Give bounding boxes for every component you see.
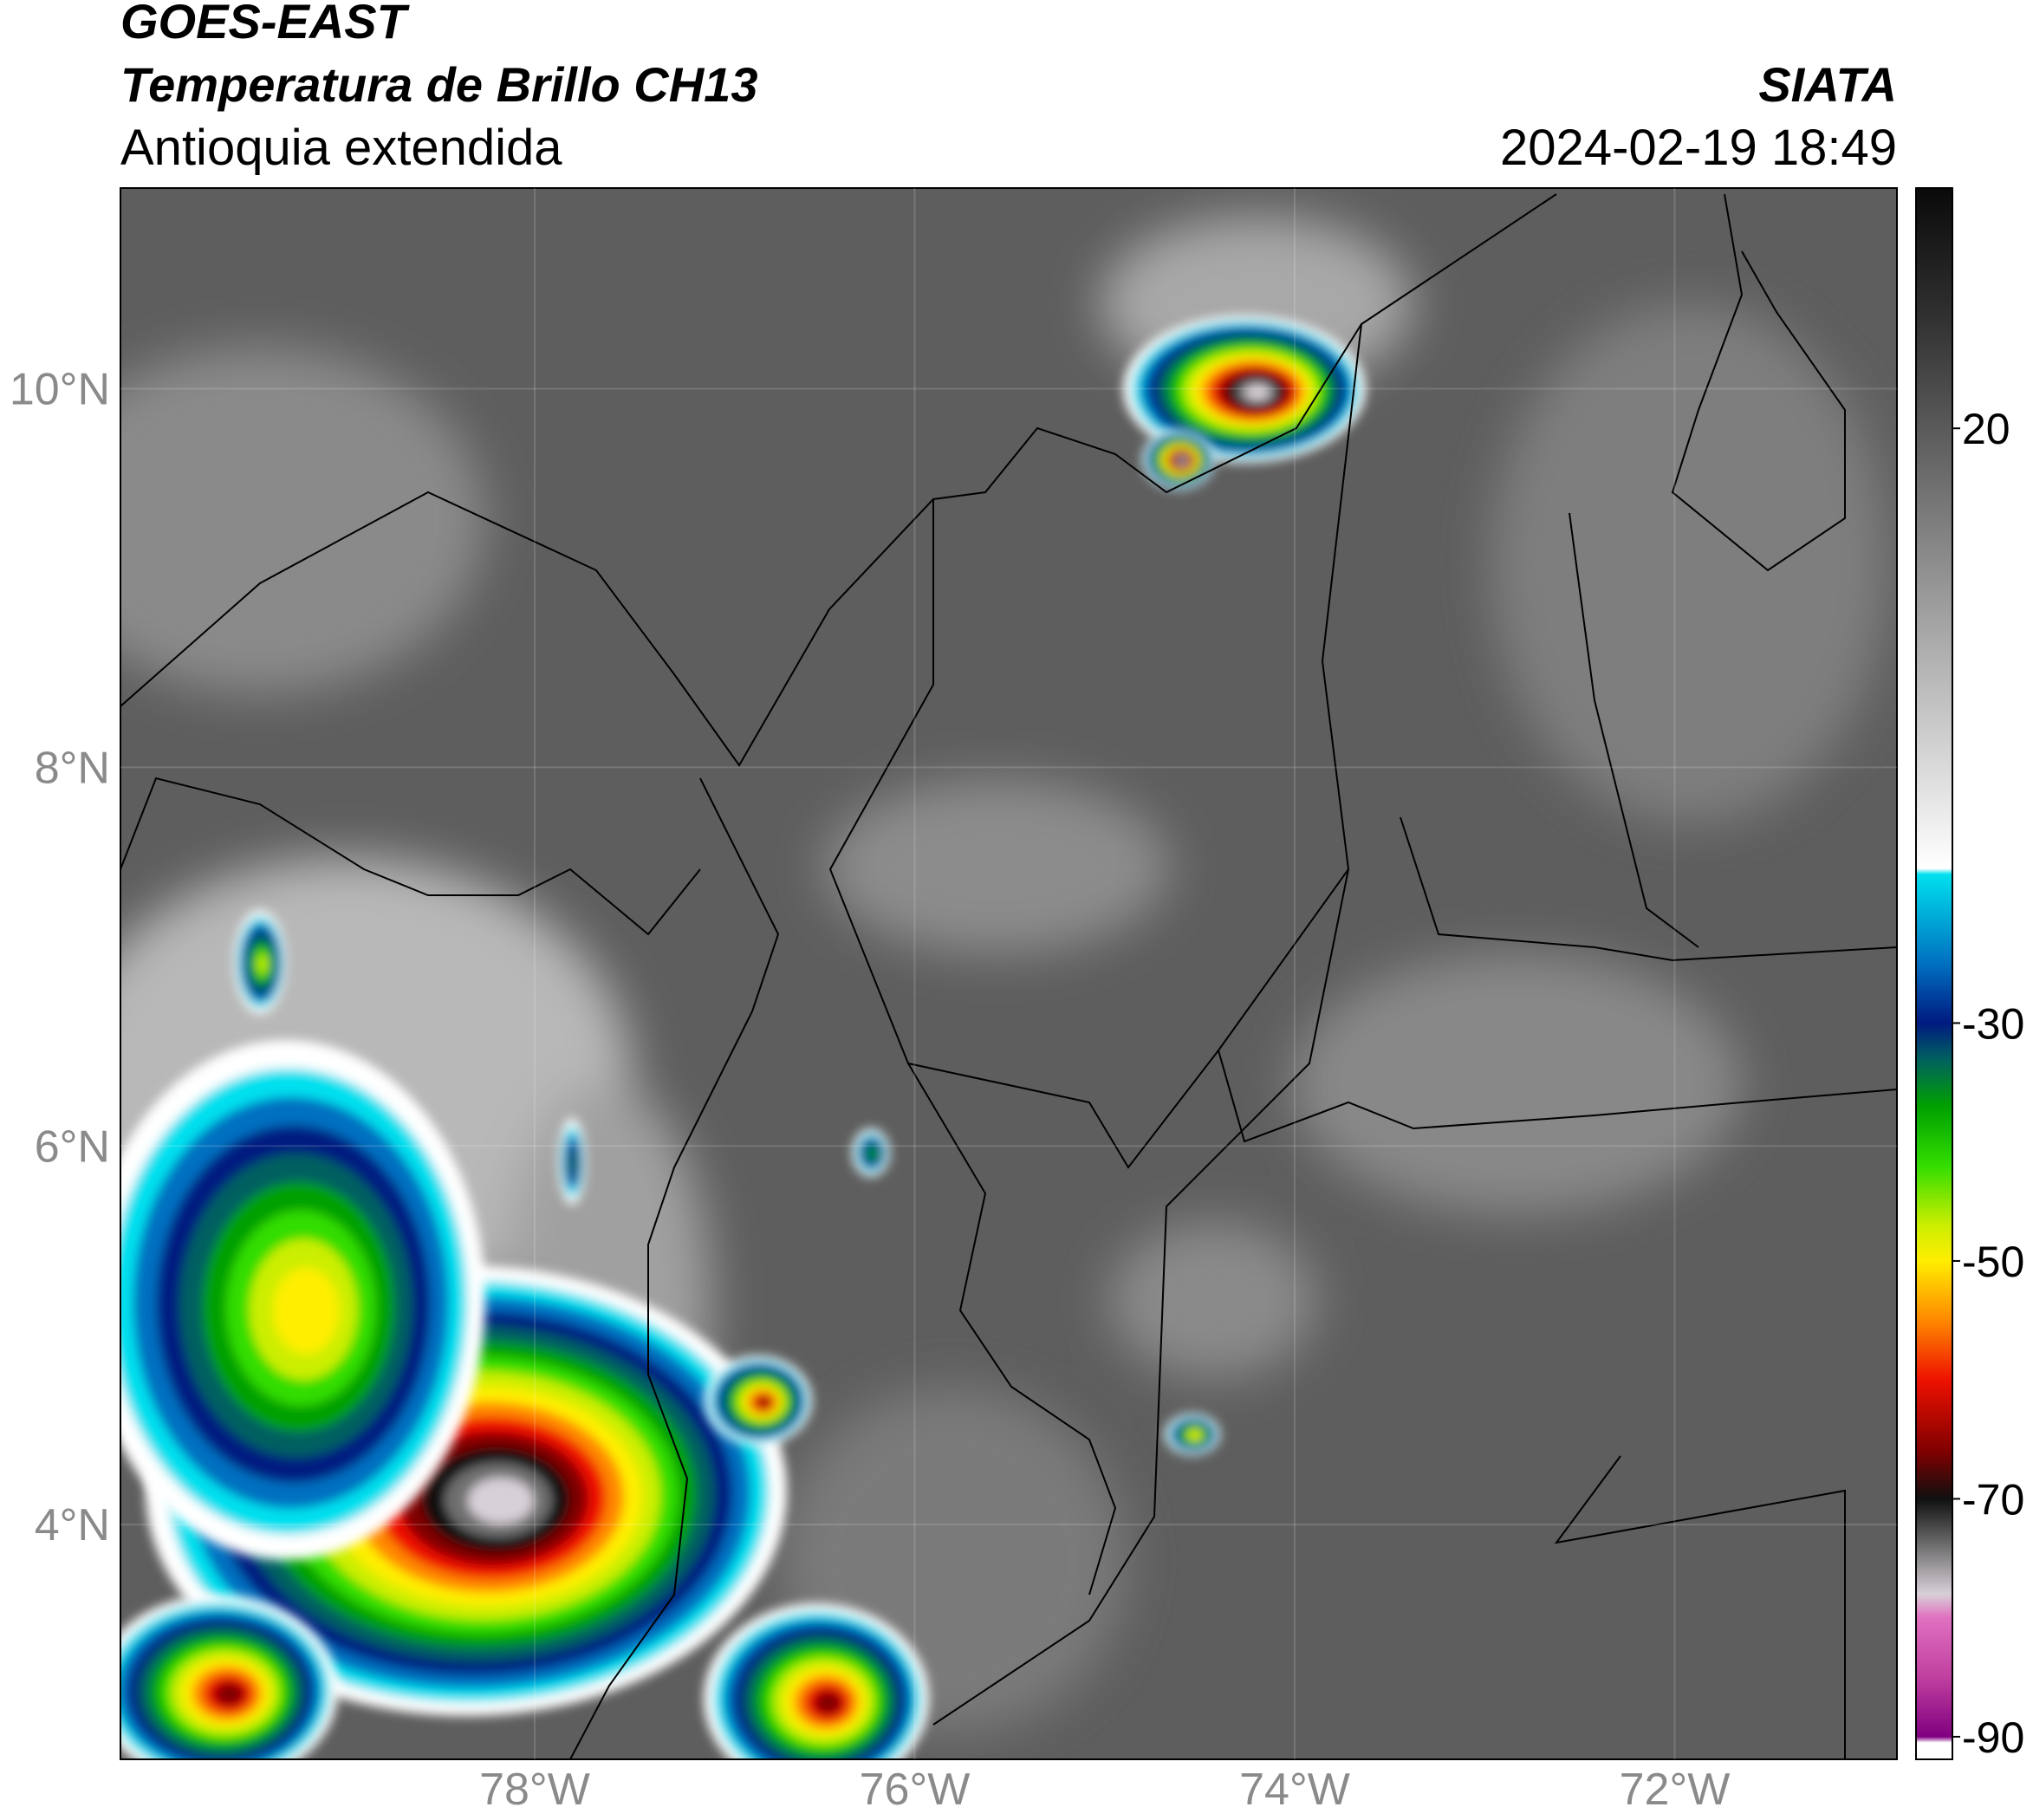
- colorbar-tick-label: -70: [1962, 1475, 2024, 1524]
- y-tick-label: 8°N: [35, 743, 110, 793]
- x-tick-label: 76°W: [860, 1765, 971, 1815]
- colorbar-tick-label: -50: [1962, 1238, 2024, 1286]
- borders: [120, 193, 1897, 1759]
- region: Antioquia extendida: [120, 120, 562, 176]
- storm: [120, 1040, 485, 1560]
- map-frame: [120, 187, 1898, 1760]
- x-tick-label: 72°W: [1620, 1765, 1731, 1815]
- colorbar-tick-label: 20: [1962, 405, 2010, 453]
- storm: [234, 910, 286, 1014]
- storm: [120, 1595, 338, 1759]
- storm: [852, 1128, 890, 1177]
- map-area: [120, 188, 1897, 1759]
- x-tick-label: 78°W: [479, 1765, 590, 1815]
- y-tick-label: 6°N: [35, 1121, 110, 1172]
- y-tick-label: 4°N: [35, 1500, 110, 1550]
- storm: [705, 1355, 812, 1446]
- y-tick-label: 10°N: [10, 365, 110, 415]
- storm: [1142, 429, 1215, 490]
- colorbar: [1915, 187, 1953, 1760]
- storm: [1165, 1414, 1220, 1455]
- datetime: 2024-02-19 18:49: [1500, 120, 1897, 176]
- source: SIATA: [1758, 57, 1897, 112]
- title: GOES-EAST: [120, 0, 411, 49]
- colorbar-tick-label: -90: [1962, 1713, 2024, 1762]
- storm-layer: [120, 315, 1366, 1759]
- storm: [1123, 315, 1366, 463]
- x-tick-label: 74°W: [1239, 1765, 1350, 1815]
- storm: [704, 1603, 929, 1759]
- colorbar-tick-label: -30: [1962, 999, 2024, 1048]
- subtitle: Temperatura de Brillo CH13: [120, 57, 757, 112]
- storm: [558, 1118, 586, 1205]
- axes: 78°W 76°W 74°W 72°W 4°N 6°N 8°N 10°N 20 -30 -50 -70…: [10, 188, 2024, 1815]
